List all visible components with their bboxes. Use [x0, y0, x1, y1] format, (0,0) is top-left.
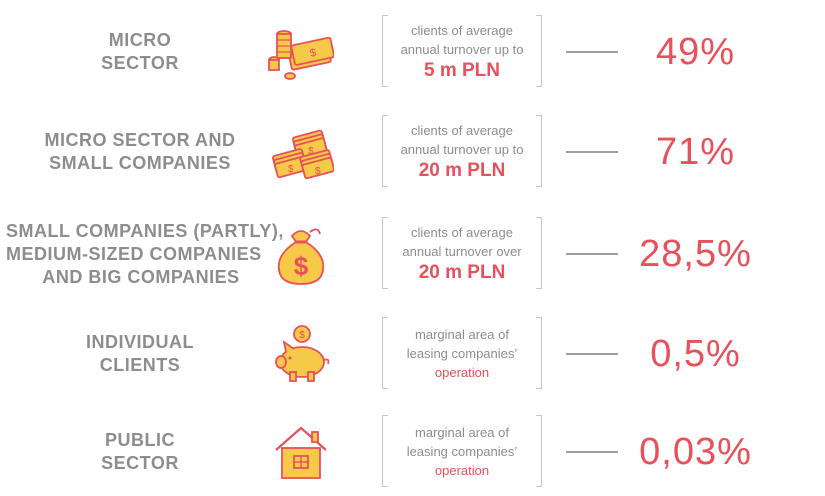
category-label: MICRO SECTOR	[0, 12, 280, 92]
description-line: annual turnover over	[402, 243, 522, 259]
description-line: clients of average	[411, 122, 513, 138]
label-line: SMALL COMPANIES (PARTLY),	[6, 220, 284, 241]
label-line: SECTOR	[101, 53, 179, 73]
svg-text:$: $	[294, 251, 309, 281]
category-label: PUBLIC SECTOR	[0, 412, 280, 492]
svg-text:$: $	[309, 47, 317, 60]
label-line: INDIVIDUAL	[86, 332, 194, 352]
connector-dash	[566, 151, 618, 153]
percentage-value: 0,5%	[650, 332, 741, 375]
description-bracket: clients of average annual turnover up to…	[382, 115, 542, 187]
label-line: MEDIUM-SIZED COMPANIES	[6, 243, 262, 264]
description-bracket: marginal area of leasing companies’ oper…	[382, 317, 542, 389]
percentage-value: 49%	[655, 30, 736, 73]
row-individual-clients: INDIVIDUAL CLIENTS $ marginal area of le…	[0, 314, 825, 394]
turnover-threshold: 5 m PLN	[423, 59, 501, 81]
description-line: annual turnover up to	[400, 41, 524, 57]
turnover-threshold: 20 m PLN	[418, 261, 506, 283]
row-micro-sector: MICRO SECTOR $ clients of average annual…	[0, 12, 825, 92]
svg-text:$: $	[288, 164, 294, 175]
category-label: MICRO SECTOR AND SMALL COMPANIES	[0, 112, 280, 192]
piggy-bank-icon: $	[268, 322, 334, 386]
label-line: CLIENTS	[99, 355, 181, 375]
money-bag-icon: $	[268, 222, 334, 286]
label-line: MICRO SECTOR AND	[44, 130, 236, 150]
row-micro-and-small: MICRO SECTOR AND SMALL COMPANIES	[0, 112, 825, 192]
coins-and-cash-icon: $	[268, 20, 334, 84]
connector-dash	[566, 253, 618, 255]
row-public-sector: PUBLIC SECTOR marginal area of leasing c…	[0, 412, 825, 492]
description-line: leasing companies’	[406, 443, 518, 459]
row-small-medium-big: SMALL COMPANIES (PARTLY), MEDIUM-SIZED C…	[0, 214, 825, 294]
description-line: clients of average	[411, 224, 513, 240]
label-line: AND BIG COMPANIES	[42, 266, 240, 287]
svg-text:$: $	[315, 166, 321, 177]
description-line: marginal area of	[415, 326, 509, 342]
description-bracket: marginal area of leasing companies’ oper…	[382, 415, 542, 487]
label-line: MICRO	[108, 30, 172, 50]
description-bracket: clients of average annual turnover up to…	[382, 15, 542, 87]
description-line: marginal area of	[415, 424, 509, 440]
house-icon	[268, 420, 334, 484]
percentage-value: 71%	[655, 130, 736, 173]
description-line: clients of average	[411, 22, 513, 38]
connector-dash	[566, 451, 618, 453]
description-line: annual turnover up to	[400, 141, 524, 157]
svg-text:$: $	[308, 146, 314, 157]
description-bracket: clients of average annual turnover over …	[382, 217, 542, 289]
category-label: SMALL COMPANIES (PARTLY), MEDIUM-SIZED C…	[0, 214, 283, 294]
connector-dash	[566, 51, 618, 53]
turnover-threshold: 20 m PLN	[418, 159, 506, 181]
label-line: SECTOR	[101, 453, 179, 473]
label-line: PUBLIC	[105, 430, 175, 450]
operation-note: operation	[434, 364, 490, 380]
description-line: leasing companies’	[406, 345, 518, 361]
operation-note: operation	[434, 462, 490, 478]
label-line: SMALL COMPANIES	[49, 153, 231, 173]
connector-dash	[566, 353, 618, 355]
category-label: INDIVIDUAL CLIENTS	[0, 314, 280, 394]
svg-text:$: $	[299, 330, 305, 341]
percentage-value: 0,03%	[639, 430, 752, 473]
percentage-value: 28,5%	[639, 232, 752, 275]
cash-stacks-icon: $ $ $	[268, 120, 334, 184]
